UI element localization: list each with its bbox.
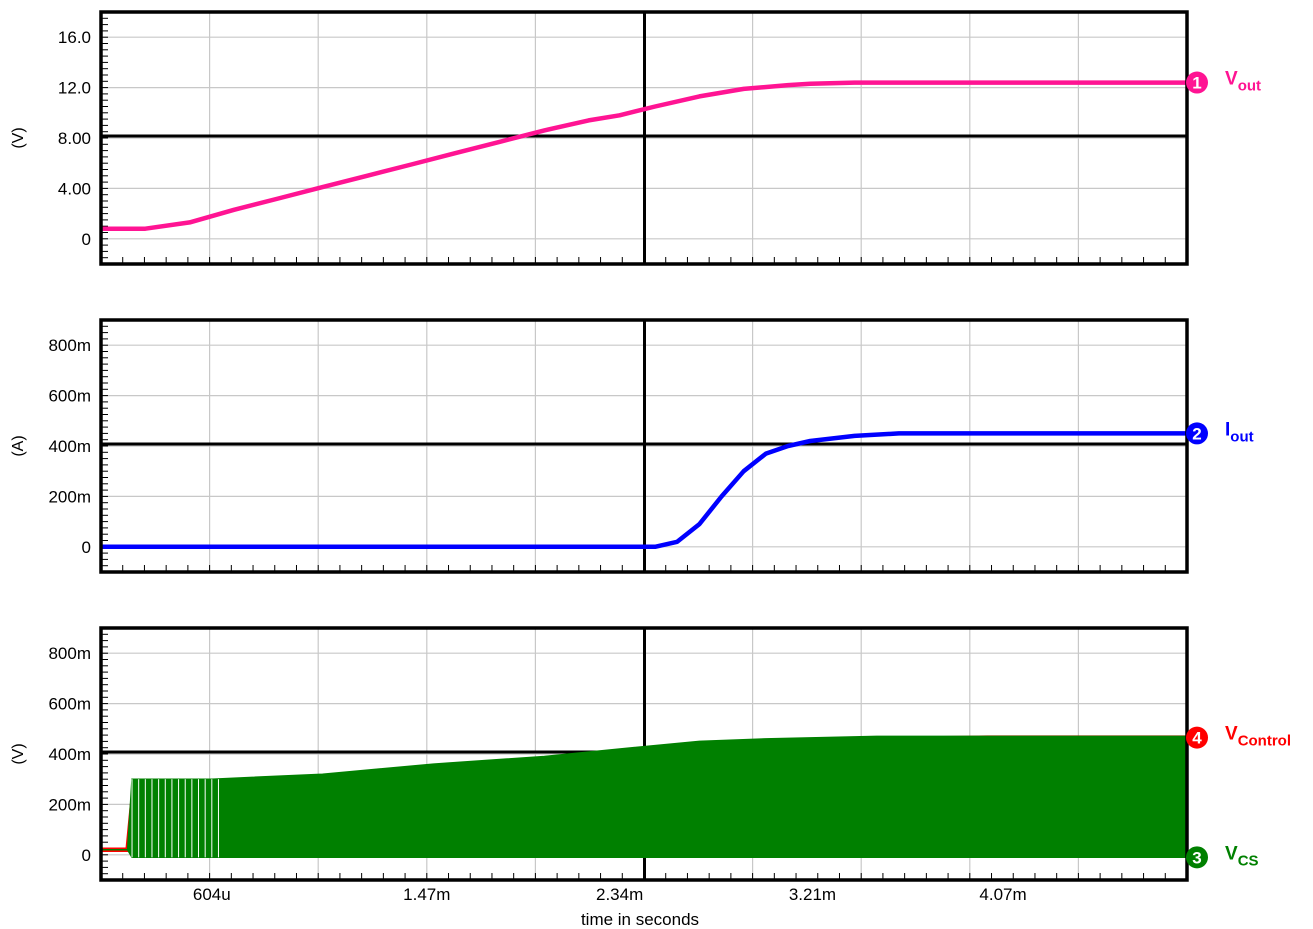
marker-number: 3 — [1192, 848, 1201, 867]
trace-marker-vcontrol: 4 VControl — [1186, 724, 1291, 750]
y-tick-label: 200m — [48, 795, 91, 814]
plot-frame — [99, 318, 1189, 574]
trace-marker-vout: 1 Vout — [1186, 69, 1261, 95]
marker-number: 2 — [1192, 424, 1201, 443]
x-tick-label: 4.07m — [979, 885, 1026, 904]
y-tick-label: 4.00 — [58, 179, 91, 198]
trace-marker-iout: 2 Iout — [1186, 419, 1254, 445]
marker-circle — [1186, 726, 1208, 749]
y-tick-label: 8.00 — [58, 129, 91, 148]
y-tick-label: 200m — [48, 487, 91, 506]
panel-3: 800m 600m 400m 200m 0 (V) 4 VControl 3 VCS — [10, 626, 1291, 882]
marker-number: 4 — [1192, 729, 1202, 748]
marker-number: 1 — [1192, 74, 1201, 93]
marker-circle — [1186, 71, 1208, 94]
plot-frame — [99, 626, 1189, 882]
y-tick-label: 16.0 — [58, 28, 91, 47]
y-tick-label: 800m — [48, 644, 91, 663]
y-axis-label: (V) — [10, 127, 27, 148]
x-tick-label: 604u — [193, 885, 231, 904]
y-tick-label: 0 — [82, 846, 91, 865]
y-axis-label: (A) — [10, 435, 27, 456]
y-tick-label: 800m — [48, 336, 91, 355]
trace-label: VControl — [1225, 724, 1291, 750]
y-tick-label: 600m — [48, 387, 91, 406]
trace-marker-vcs: 3 VCS — [1186, 843, 1259, 869]
plot-frame — [99, 10, 1189, 266]
y-axis-label: (V) — [10, 743, 27, 764]
y-tick-label: 0 — [82, 230, 91, 249]
y-tick-label: 400m — [48, 745, 91, 764]
marker-circle — [1186, 422, 1208, 445]
x-tick-label: 1.47m — [403, 885, 450, 904]
x-axis-title: time in seconds — [581, 910, 699, 929]
x-tick-label: 3.21m — [789, 885, 836, 904]
y-tick-label: 600m — [48, 695, 91, 714]
trace-label: Vout — [1225, 69, 1261, 95]
series-line-iout — [101, 431, 1187, 550]
panel-1: 16.0 12.0 8.00 4.00 0 (V) 1 Vout — [10, 10, 1261, 266]
trace-label: VCS — [1225, 843, 1259, 869]
y-tick-label: 0 — [82, 538, 91, 557]
panel-2: 800m 600m 400m 200m 0 (A) 2 Iout — [10, 318, 1254, 574]
series-line-vout — [101, 80, 1187, 231]
y-tick-label: 400m — [48, 437, 91, 456]
marker-circle — [1186, 846, 1208, 869]
x-tick-label: 2.34m — [596, 885, 643, 904]
y-tick-label: 12.0 — [58, 79, 91, 98]
trace-label: Iout — [1225, 419, 1254, 445]
